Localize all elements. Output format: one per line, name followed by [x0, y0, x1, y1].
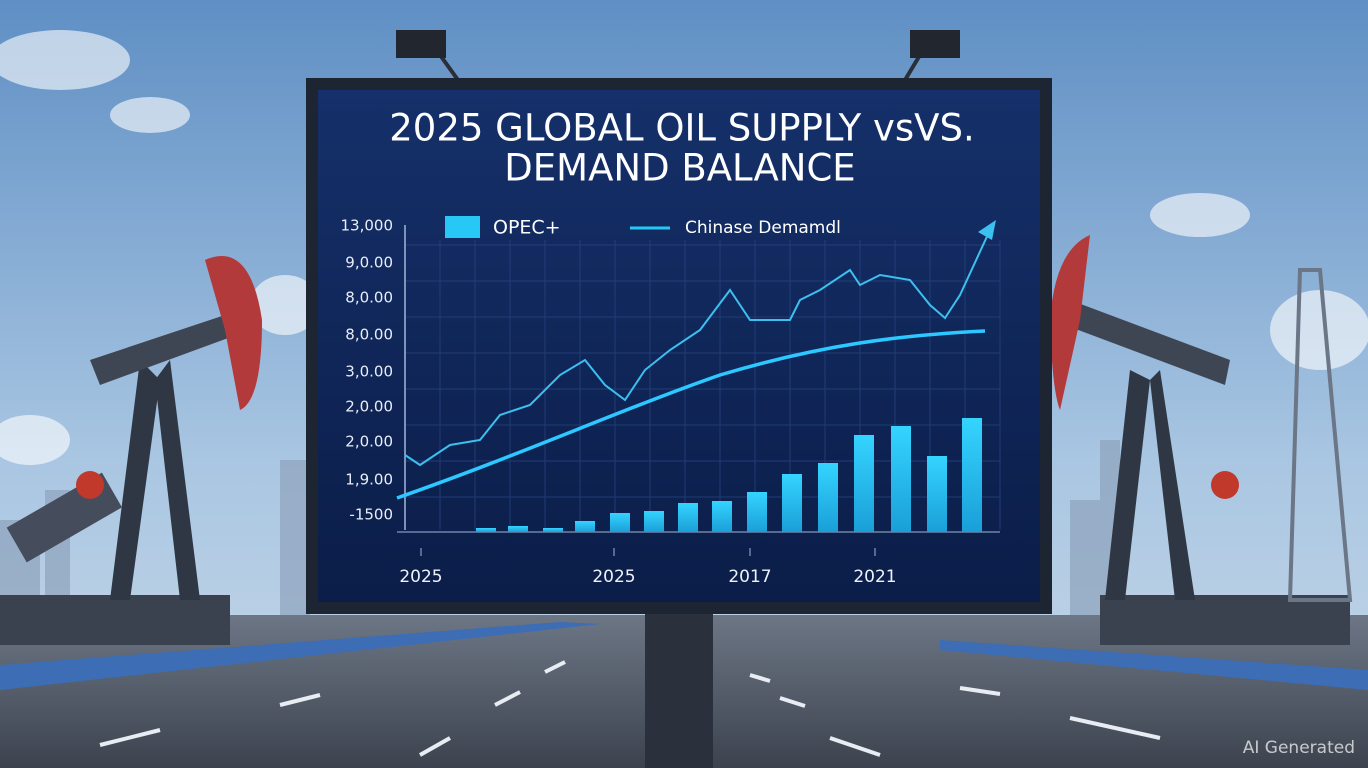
bar [678, 503, 698, 532]
labels: 13,000 9,0.00 8,0.00 8,0.00 3,0.00 2,0.00 2,0.… [341, 217, 897, 588]
y-label: 2,0.00 [345, 398, 393, 416]
bar [747, 492, 767, 532]
x-label: 2025 [592, 567, 635, 587]
y-label: 8,0.00 [345, 289, 393, 307]
bar [891, 426, 911, 532]
demand-line [396, 329, 986, 500]
lamps [396, 30, 960, 82]
legend-label: OPEC+ [493, 217, 561, 239]
y-label: 3,0.00 [345, 363, 393, 381]
bar [543, 528, 563, 532]
bar [927, 456, 947, 532]
legend-swatch [445, 216, 480, 238]
x-label: 2025 [399, 567, 442, 587]
lane-marks [99, 660, 1161, 757]
watermark: AI Generated [1243, 738, 1355, 758]
y-label: 9,0.00 [345, 254, 393, 272]
y-label: 13,000 [341, 217, 394, 235]
bar [575, 521, 595, 532]
board-title: 2025 GLOBAL OIL SUPPLY vsVS. [389, 107, 974, 150]
board-title: DEMAND BALANCE [504, 147, 855, 190]
y-label: 8,0.00 [345, 326, 393, 344]
y-label: 2,0.00 [345, 433, 393, 451]
bar [508, 526, 528, 532]
curb-right [940, 640, 1368, 690]
bar [962, 418, 982, 532]
bar [610, 513, 630, 532]
curb-left [0, 622, 600, 690]
x-label: 2017 [728, 567, 771, 587]
price-line [404, 229, 991, 467]
bar [712, 501, 732, 532]
arrow-head [978, 220, 996, 240]
clouds [0, 30, 1368, 465]
legend-label: Chinase Demamdl [685, 218, 841, 238]
bar [854, 435, 874, 532]
bar [644, 511, 664, 532]
y-label: -1500 [349, 506, 393, 524]
bar [782, 474, 802, 532]
bar [818, 463, 838, 532]
y-label: 1,9.00 [345, 471, 393, 489]
pole [645, 610, 713, 768]
pumpjack-right [1050, 235, 1353, 645]
bar [476, 528, 496, 532]
x-label: 2021 [853, 567, 896, 587]
bars [476, 418, 982, 532]
pumpjack-left [0, 256, 262, 645]
